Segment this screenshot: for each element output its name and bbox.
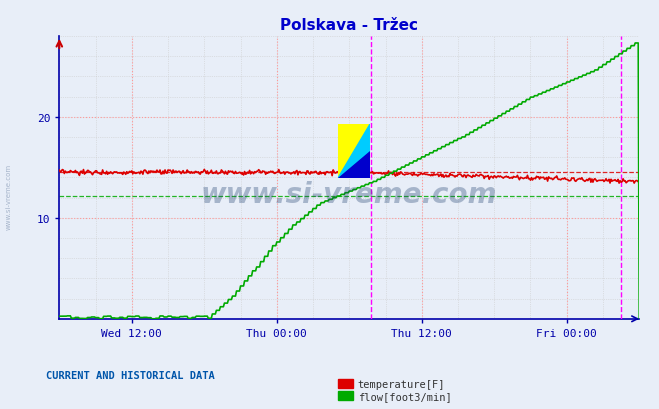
Polygon shape: [338, 152, 370, 178]
Text: temperature[F]: temperature[F]: [358, 379, 445, 389]
Title: Polskava - Tržec: Polskava - Tržec: [280, 18, 418, 33]
Polygon shape: [338, 125, 370, 178]
Text: www.si-vreme.com: www.si-vreme.com: [201, 181, 498, 209]
Text: flow[foot3/min]: flow[foot3/min]: [358, 391, 451, 401]
Text: www.si-vreme.com: www.si-vreme.com: [5, 163, 12, 229]
Text: CURRENT AND HISTORICAL DATA: CURRENT AND HISTORICAL DATA: [46, 370, 215, 380]
Polygon shape: [338, 125, 370, 178]
